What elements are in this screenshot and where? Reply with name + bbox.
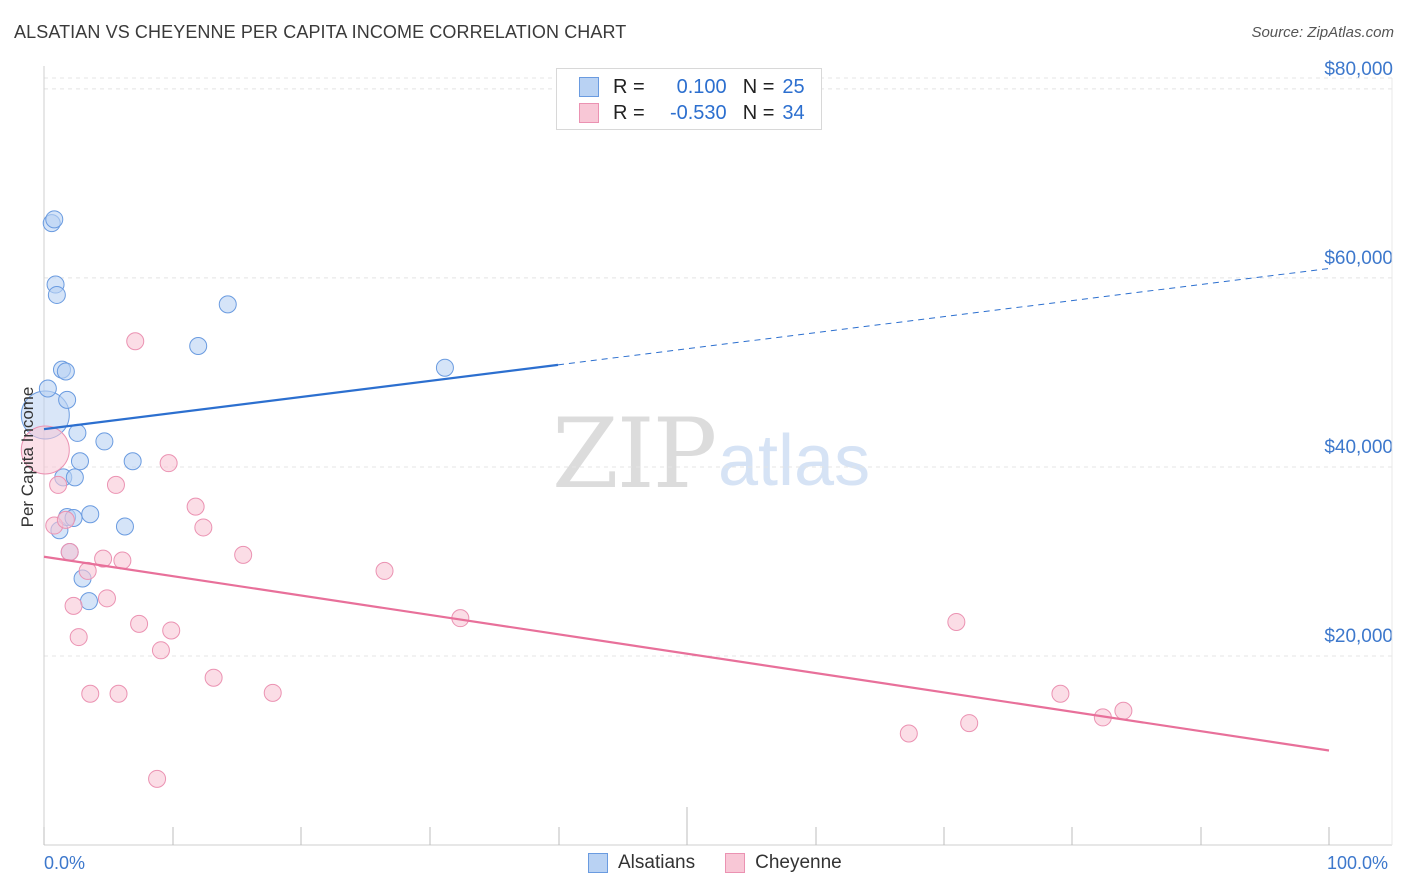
legend-n-value: 25	[782, 75, 805, 98]
cheyenne-trend-line	[43, 555, 1330, 752]
cheyenne-point	[194, 518, 213, 537]
legend-row-cheyenne: R = -0.530 N = 34	[579, 101, 805, 125]
cheyenne-point	[130, 614, 149, 633]
cheyenne-point	[49, 475, 68, 494]
legend-label-cheyenne: Cheyenne	[755, 852, 842, 873]
alsatian-point	[81, 505, 100, 524]
legend-label-alsatians: Alsatians	[618, 852, 696, 873]
legend-r-value: -0.530	[669, 101, 727, 124]
legend-r-label: R =	[613, 101, 645, 124]
alsatian-point	[435, 358, 454, 377]
alsatian-point	[123, 452, 142, 471]
cheyenne-point	[162, 621, 181, 640]
cheyenne-point	[204, 668, 223, 687]
cheyenne-point	[263, 683, 282, 702]
alsatian-point	[58, 390, 77, 409]
cheyenne-point	[148, 769, 167, 788]
cheyenne-point	[126, 332, 145, 351]
cheyenne-point	[94, 549, 113, 568]
legend-item-alsatians[interactable]: Alsatians	[588, 852, 695, 874]
cheyenne-point	[64, 596, 83, 615]
source-credit: Source: ZipAtlas.com	[1251, 24, 1394, 41]
y-tick-label: $80,000	[1324, 59, 1393, 80]
alsatian-point	[47, 285, 66, 304]
cheyenne-point	[899, 724, 918, 743]
cheyenne-point	[1051, 684, 1070, 703]
watermark-atlas: atlas	[718, 421, 871, 501]
cheyenne-point	[56, 510, 75, 529]
legend-swatch-pink	[725, 853, 746, 873]
y-tick-label: $60,000	[1324, 248, 1393, 269]
legend-r-label: R =	[613, 75, 645, 98]
watermark-zip: ZIP	[552, 398, 717, 510]
legend-n-label: N =	[742, 75, 775, 98]
cheyenne-point	[81, 684, 100, 703]
alsatian-point	[38, 379, 57, 398]
correlation-legend: R = 0.100 N = 25 R = -0.530 N = 34	[556, 68, 822, 130]
cheyenne-point	[109, 684, 128, 703]
alsatian-point	[189, 336, 208, 355]
cheyenne-point	[113, 551, 132, 570]
legend-item-cheyenne[interactable]: Cheyenne	[725, 852, 842, 874]
cheyenne-point	[960, 714, 979, 733]
cheyenne-point	[20, 425, 70, 475]
y-tick-label: $20,000	[1324, 626, 1393, 647]
legend-swatch-pink	[579, 103, 599, 123]
cheyenne-point	[234, 545, 253, 564]
alsatian-trend-line	[43, 363, 559, 431]
alsatian-point	[56, 362, 75, 381]
legend-row-alsatians: R = 0.100 N = 25	[579, 75, 805, 99]
legend-n-label: N =	[742, 101, 775, 124]
cheyenne-point	[186, 497, 205, 516]
y-axis-label: Per Capita Income	[18, 386, 37, 528]
series-legend: Alsatians Cheyenne	[588, 852, 872, 874]
y-tick-label: $40,000	[1324, 437, 1393, 458]
alsatian-point	[68, 423, 87, 442]
alsatian-point	[95, 432, 114, 451]
alsatian-trend-extension	[557, 267, 1330, 366]
alsatian-point	[79, 592, 98, 611]
legend-r-value: 0.100	[676, 75, 727, 98]
cheyenne-point	[60, 543, 79, 562]
cheyenne-point	[69, 628, 88, 647]
legend-n-value: 34	[782, 101, 805, 124]
alsatian-point	[45, 210, 64, 229]
alsatian-point	[70, 452, 89, 471]
x-tick-min: 0.0%	[44, 853, 86, 873]
cheyenne-point	[97, 589, 116, 608]
chart-title: ALSATIAN VS CHEYENNE PER CAPITA INCOME C…	[14, 22, 627, 42]
cheyenne-point	[106, 475, 125, 494]
legend-swatch-blue	[588, 853, 608, 873]
cheyenne-point	[151, 641, 170, 660]
cheyenne-point	[1114, 701, 1133, 720]
alsatian-point	[218, 295, 237, 314]
legend-swatch-blue	[579, 77, 599, 97]
alsatian-point	[65, 468, 84, 487]
cheyenne-point	[947, 612, 966, 631]
cheyenne-point	[375, 561, 394, 580]
x-tick-max: 100.0%	[1327, 853, 1389, 873]
alsatian-point	[115, 517, 134, 536]
cheyenne-point	[159, 454, 178, 473]
